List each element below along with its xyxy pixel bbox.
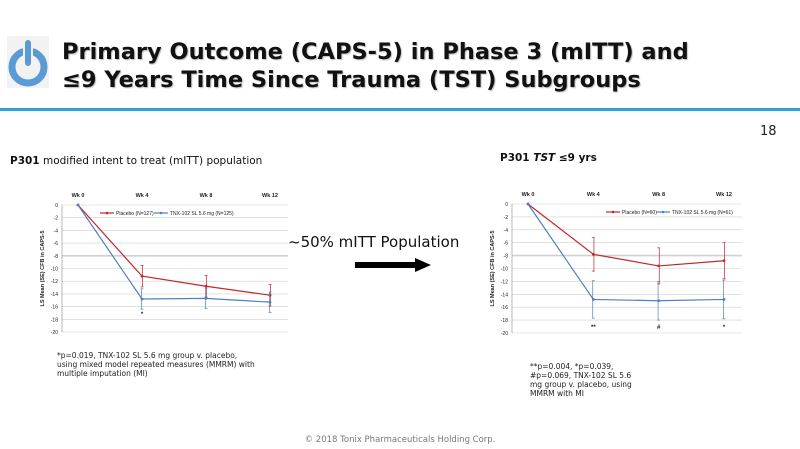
x-tick-label: Wk 12	[716, 192, 732, 198]
power-button-icon	[7, 36, 49, 88]
y-tick-label: -4	[54, 228, 59, 234]
series-line	[527, 203, 725, 267]
y-tick-label: -10	[501, 267, 508, 273]
legend-marker	[159, 211, 163, 215]
chart-mitt: 0 -2 -4 -6 -8 -10 -12 -14 -16 -18 -20 LS Mean (SE) …	[30, 185, 300, 337]
data-point	[722, 259, 726, 263]
y-tick-label: -18	[51, 317, 58, 323]
y-tick-label: -2	[504, 215, 509, 221]
y-tick-label: -4	[504, 228, 509, 234]
data-point	[657, 299, 661, 303]
significance-marker: #	[657, 325, 661, 331]
page-title: Primary Outcome (CAPS-5) in Phase 3 (mIT…	[62, 38, 689, 94]
x-tick-label: Wk 0	[72, 193, 85, 199]
series-line	[77, 204, 271, 303]
data-point	[722, 298, 726, 301]
data-point	[591, 298, 595, 301]
right-subtitle-bold: P301	[500, 152, 534, 164]
left-footnote: *p=0.019, TNX-102 SL 5.6 mg group v. pla…	[57, 351, 255, 378]
title-line-2: ≤9 Years Time Since Trauma (TST) Subgrou…	[62, 67, 641, 93]
right-subtitle-rest: ≤9 yrs	[555, 152, 597, 164]
right-arrow-icon	[355, 258, 431, 272]
y-tick-label: -12	[501, 279, 508, 285]
right-subtitle-italic: TST	[533, 152, 556, 164]
y-axis-label: LS Mean (SE) CFB in CAPS-5	[40, 230, 46, 306]
x-tick-label: Wk 4	[136, 193, 150, 199]
y-tick-label: -14	[501, 292, 508, 298]
chart-background	[480, 185, 755, 337]
y-tick-label: -20	[51, 330, 58, 336]
legend-label: Placebo (N=127)	[116, 211, 154, 217]
data-point	[140, 274, 144, 278]
y-tick-label: -6	[504, 241, 509, 247]
x-tick-label: Wk 8	[200, 193, 213, 199]
y-axis-label: LS Mean (SE) CFB in CAPS-5	[490, 230, 496, 306]
y-tick-label: -18	[501, 318, 508, 324]
page-number: 18	[760, 124, 777, 139]
y-tick-label: -10	[51, 267, 58, 273]
right-footnote: **p=0.004, *p=0.039, #p=0.069, TNX-102 S…	[530, 362, 632, 398]
series-line	[527, 203, 725, 302]
x-tick-label: Wk 8	[652, 192, 665, 198]
legend-marker	[661, 210, 665, 214]
copyright: © 2018 Tonix Pharmaceuticals Holding Cor…	[304, 435, 496, 445]
legend-label: TNX-102 SL 5.6 mg (N=125)	[170, 211, 234, 217]
y-tick-label: 0	[505, 202, 508, 208]
chart-background	[30, 185, 300, 337]
y-tick-label: -8	[54, 254, 59, 260]
legend-marker	[105, 211, 109, 215]
y-tick-label: 0	[55, 203, 58, 209]
y-tick-label: -12	[51, 279, 58, 285]
y-tick-label: -14	[51, 292, 58, 298]
left-subtitle-rest: modified intent to treat (mITT) populati…	[39, 155, 263, 167]
legend-label: TNX-102 SL 5.6 mg (N=61)	[672, 210, 733, 216]
data-point	[204, 284, 208, 288]
y-tick-label: -2	[54, 216, 59, 222]
significance-marker: **	[591, 325, 596, 331]
title-divider	[0, 108, 800, 111]
left-subtitle-bold: P301	[10, 155, 40, 167]
chart-tst: 0 -2 -4 -6 -8 -10 -12 -14 -16 -18 -20 LS Mean (SE) …	[480, 185, 755, 337]
left-subtitle: P301 modified intent to treat (mITT) pop…	[10, 155, 262, 167]
legend-label: Placebo (N=60)	[622, 210, 657, 216]
x-tick-label: Wk 4	[587, 192, 601, 198]
x-tick-label: Wk 0	[522, 192, 535, 198]
y-tick-label: -20	[501, 331, 508, 337]
data-point	[268, 300, 272, 304]
data-point	[140, 297, 144, 301]
title-line-1: Primary Outcome (CAPS-5) in Phase 3 (mIT…	[62, 39, 689, 65]
series-line	[77, 204, 271, 296]
y-tick-label: -8	[504, 254, 509, 260]
legend-marker	[611, 210, 615, 214]
right-subtitle: P301 TST ≤9 yrs	[500, 152, 597, 164]
y-tick-label: -16	[51, 305, 58, 311]
data-point	[591, 252, 595, 256]
data-point	[204, 296, 208, 300]
y-tick-label: -6	[54, 241, 59, 247]
significance-marker: *	[723, 325, 726, 331]
data-point	[268, 293, 272, 297]
data-point	[76, 203, 80, 207]
population-label: ~50% mITT Population	[288, 233, 460, 251]
significance-marker: *	[141, 312, 144, 318]
data-point	[526, 202, 530, 206]
y-tick-label: -16	[501, 305, 508, 311]
x-tick-label: Wk 12	[262, 193, 278, 199]
data-point	[657, 264, 661, 268]
